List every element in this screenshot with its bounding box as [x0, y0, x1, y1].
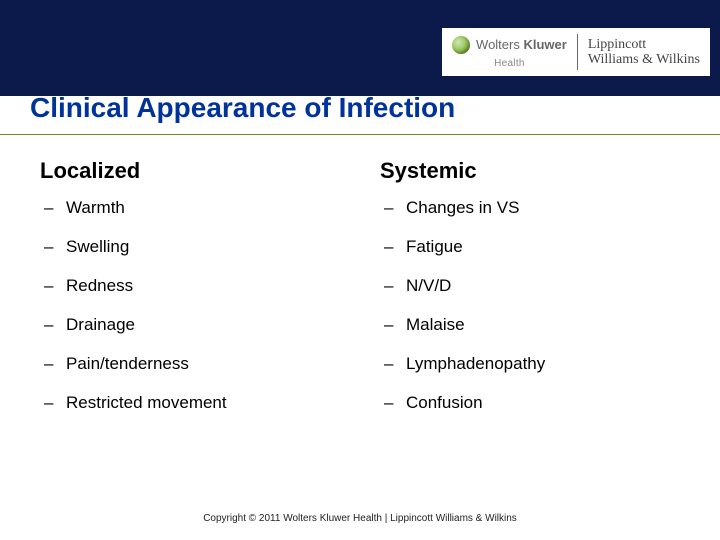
list-item: Warmth [66, 198, 350, 218]
list-item: Changes in VS [406, 198, 690, 218]
copyright-footer: Copyright © 2011 Wolters Kluwer Health |… [0, 513, 720, 524]
slide: Wolters Kluwer Health Lippincott William… [0, 0, 720, 540]
wk-subbrand: Health [494, 58, 525, 69]
list-item: Confusion [406, 393, 690, 413]
header-bar: Wolters Kluwer Health Lippincott William… [0, 0, 720, 96]
wk-last: Kluwer [523, 37, 566, 52]
list-item: Lymphadenopathy [406, 354, 690, 374]
list-item: Restricted movement [66, 393, 350, 413]
wk-globe-icon [452, 36, 470, 54]
wk-first: Wolters [476, 37, 520, 52]
list-item: N/V/D [406, 276, 690, 296]
column-systemic: Systemic Changes in VS Fatigue N/V/D Mal… [380, 158, 690, 432]
lww-brand: Lippincott Williams & Wilkins [588, 37, 700, 68]
wk-logo: Wolters Kluwer [452, 36, 567, 54]
wolters-kluwer-brand: Wolters Kluwer Health [452, 36, 567, 69]
list-item: Redness [66, 276, 350, 296]
list-item: Drainage [66, 315, 350, 335]
lww-line1: Lippincott [588, 37, 700, 52]
wk-wordmark: Wolters Kluwer [476, 38, 567, 51]
list-item: Pain/tenderness [66, 354, 350, 374]
column-localized: Localized Warmth Swelling Redness Draina… [40, 158, 350, 432]
lww-line2: Williams & Wilkins [588, 52, 700, 67]
column-heading-systemic: Systemic [380, 158, 690, 184]
content-area: Localized Warmth Swelling Redness Draina… [40, 158, 690, 432]
brand-box: Wolters Kluwer Health Lippincott William… [442, 28, 710, 76]
list-item: Malaise [406, 315, 690, 335]
list-item: Swelling [66, 237, 350, 257]
list-systemic: Changes in VS Fatigue N/V/D Malaise Lymp… [380, 198, 690, 413]
list-item: Fatigue [406, 237, 690, 257]
brand-divider [577, 34, 578, 70]
page-title: Clinical Appearance of Infection [30, 92, 455, 128]
column-heading-localized: Localized [40, 158, 350, 184]
list-localized: Warmth Swelling Redness Drainage Pain/te… [40, 198, 350, 413]
title-underline [0, 134, 720, 135]
